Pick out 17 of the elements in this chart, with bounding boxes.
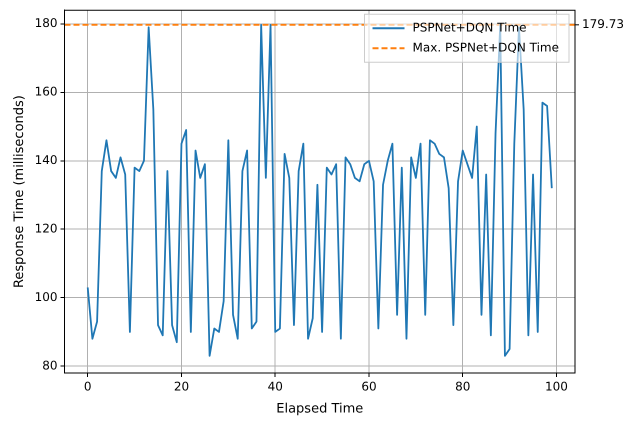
legend-label: PSPNet+DQN Time <box>412 20 527 34</box>
y-tick-label: 80 <box>42 358 58 372</box>
x-tick-label: 0 <box>84 379 92 394</box>
x-tick-label: 20 <box>174 379 190 394</box>
x-tick-label: 40 <box>268 379 283 394</box>
x-tick-label: 100 <box>545 379 568 394</box>
y-tick-label: 160 <box>34 84 58 98</box>
x-tick-label: 80 <box>455 379 470 394</box>
x-tick-label: 60 <box>361 379 377 394</box>
y-tick-label: 140 <box>34 152 58 167</box>
x-axis-title: Elapsed Time <box>276 402 364 417</box>
legend-label: Max. PSPNet+DQN Time <box>412 40 560 54</box>
text: 179.73 <box>582 16 624 31</box>
y-tick-label: 180 <box>34 16 58 30</box>
y-tick-label: 100 <box>34 290 58 304</box>
y-tick-label: 120 <box>34 221 58 236</box>
y-axis-title: Response Time (milliseconds) <box>12 95 28 288</box>
